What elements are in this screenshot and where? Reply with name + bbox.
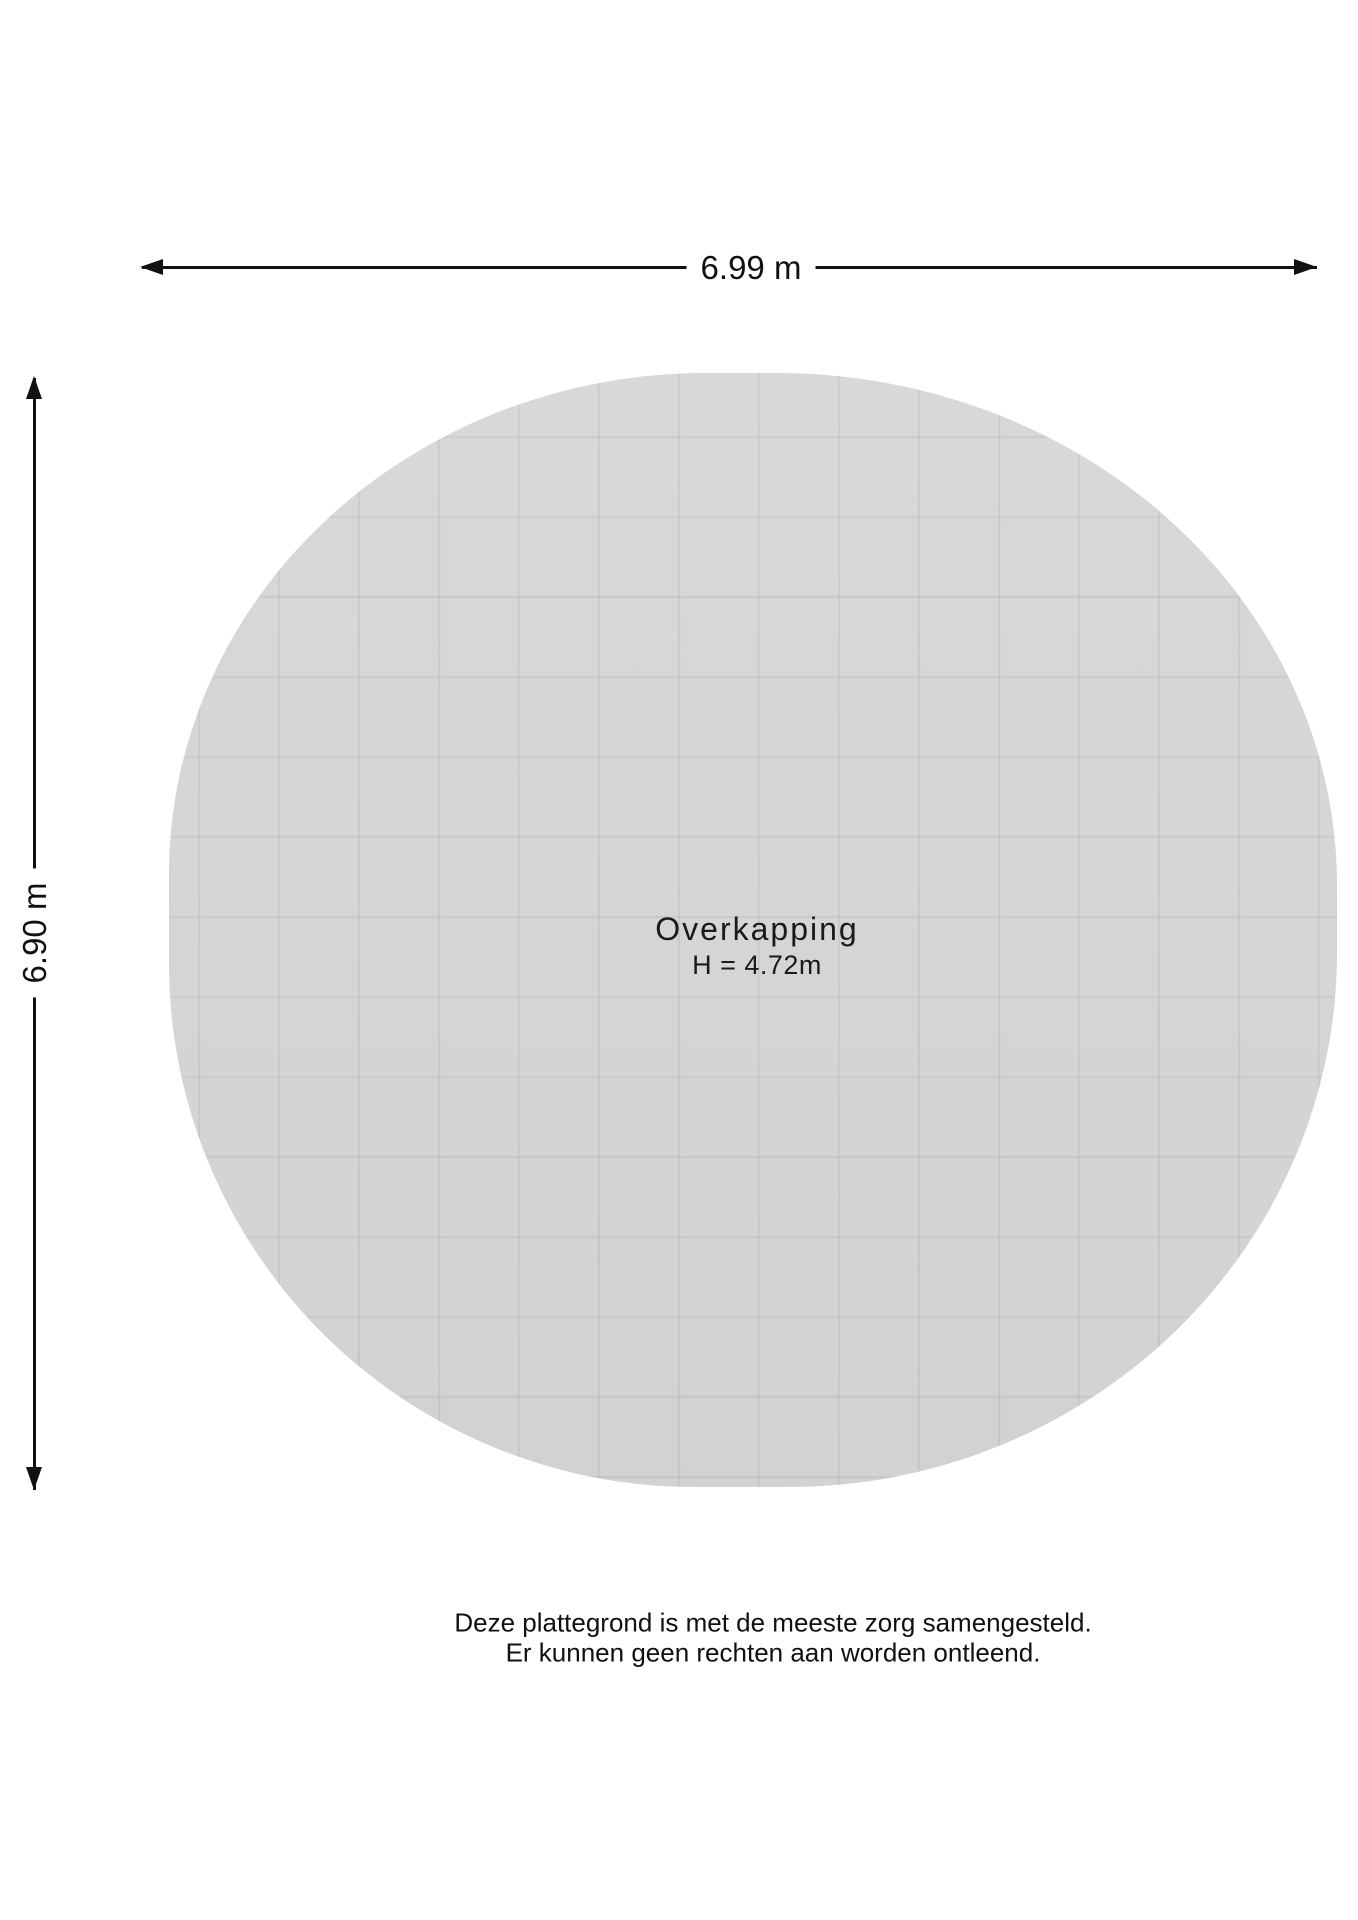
arrow-up-icon: [26, 376, 42, 399]
arrow-right-icon: [1294, 259, 1317, 275]
width-dimension-label: 6.99 m: [686, 247, 816, 289]
room-height-label: H = 4.72m: [692, 950, 822, 980]
disclaimer: Deze plattegrond is met de meeste zorg s…: [454, 1607, 1092, 1668]
arrow-left-icon: [140, 259, 163, 275]
room-label: Overkapping H = 4.72m: [655, 909, 858, 981]
disclaimer-line-2: Er kunnen geen rechten aan worden ontlee…: [505, 1637, 1041, 1667]
room-overkapping: [169, 373, 1337, 1487]
room-name-label: Overkapping: [655, 911, 859, 947]
height-dimension-label: 6.90 m: [14, 868, 56, 998]
arrow-down-icon: [26, 1467, 42, 1490]
disclaimer-line-1: Deze plattegrond is met de meeste zorg s…: [454, 1607, 1092, 1638]
